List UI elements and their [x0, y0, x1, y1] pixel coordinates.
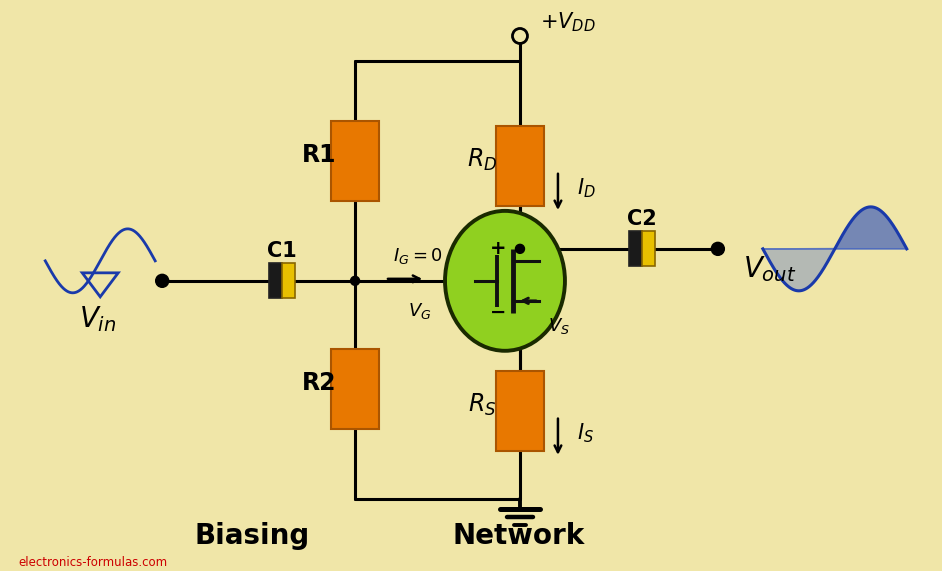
Bar — [331, 121, 379, 201]
Text: +: + — [490, 239, 506, 258]
Text: R2: R2 — [301, 371, 336, 395]
Text: $I_S$: $I_S$ — [577, 421, 594, 445]
Text: $V_G$: $V_G$ — [408, 301, 431, 321]
Circle shape — [711, 242, 724, 255]
Bar — [282, 263, 295, 298]
Circle shape — [515, 244, 525, 254]
Text: C1: C1 — [268, 241, 297, 261]
Circle shape — [350, 276, 360, 286]
Text: C2: C2 — [627, 209, 657, 229]
Text: $+V_{DD}$: $+V_{DD}$ — [540, 10, 595, 34]
Ellipse shape — [445, 211, 565, 351]
Bar — [642, 231, 655, 266]
Text: Biasing: Biasing — [195, 522, 310, 550]
Text: electronics-formulas.com: electronics-formulas.com — [18, 556, 168, 569]
Text: $I_D$: $I_D$ — [577, 176, 595, 200]
Text: Network: Network — [452, 522, 584, 550]
Text: R1: R1 — [301, 143, 336, 167]
Bar — [496, 126, 544, 206]
Polygon shape — [763, 207, 906, 249]
Text: $R_S$: $R_S$ — [468, 392, 496, 418]
Bar — [629, 231, 642, 266]
Bar — [496, 371, 544, 451]
Bar — [331, 349, 379, 429]
Text: $I_G = 0$: $I_G = 0$ — [393, 246, 443, 266]
Text: $V_{out}$: $V_{out}$ — [743, 254, 797, 284]
Text: $V_{in}$: $V_{in}$ — [78, 304, 116, 333]
Text: −: − — [490, 303, 506, 322]
Text: $R_D$: $R_D$ — [467, 147, 497, 173]
Bar — [269, 263, 282, 298]
Text: $V_S$: $V_S$ — [548, 316, 570, 336]
Polygon shape — [763, 249, 907, 291]
Circle shape — [155, 274, 169, 287]
